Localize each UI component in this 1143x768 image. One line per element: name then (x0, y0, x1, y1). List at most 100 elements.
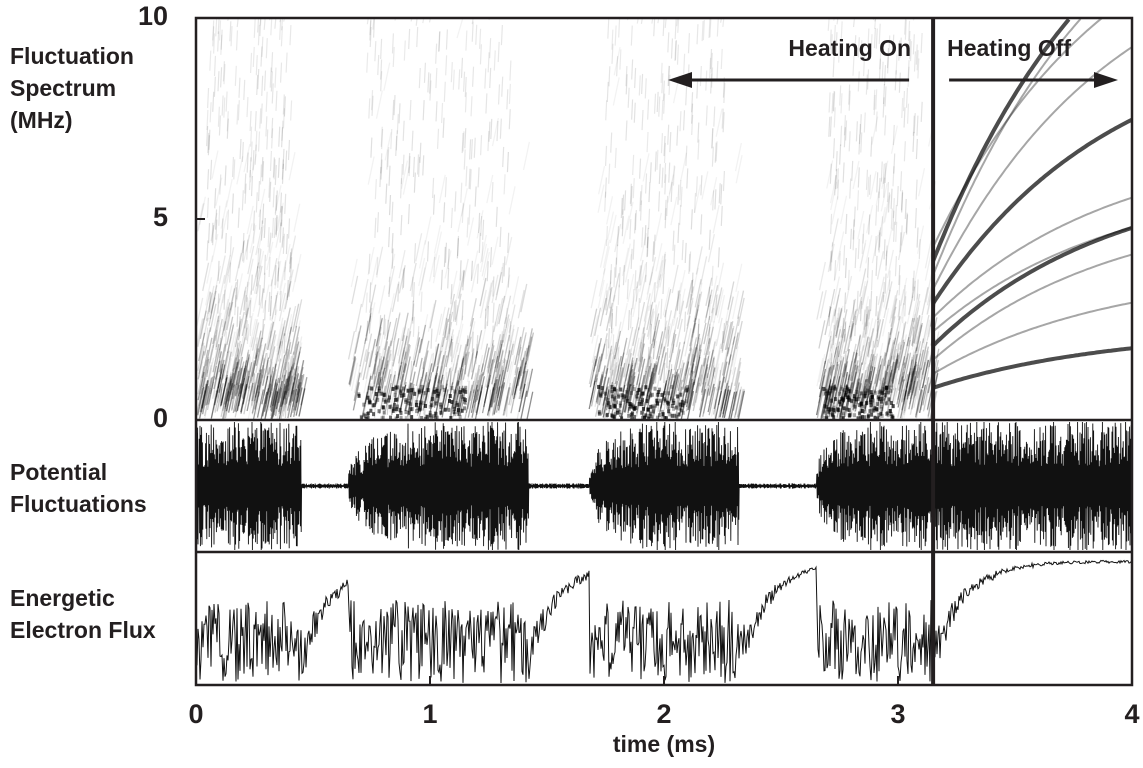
band (619, 388, 622, 392)
haze (688, 33, 689, 53)
band (858, 411, 861, 415)
haze (370, 282, 371, 302)
haze (609, 66, 610, 86)
haze (290, 25, 291, 45)
haze (207, 198, 208, 218)
haze (490, 38, 491, 58)
band (402, 393, 405, 397)
haze (916, 139, 917, 159)
haze (261, 103, 262, 123)
haze (478, 167, 479, 187)
haze (916, 180, 917, 200)
haze (870, 175, 871, 195)
band (617, 395, 620, 399)
haze (238, 208, 239, 228)
haze (717, 18, 718, 37)
band (857, 397, 860, 401)
haze (275, 165, 276, 185)
haze (262, 37, 263, 57)
haze (876, 206, 877, 226)
haze (258, 25, 259, 45)
streak (817, 387, 823, 415)
haze (829, 92, 830, 112)
haze (270, 68, 271, 88)
haze (844, 245, 845, 265)
haze (213, 92, 214, 112)
band (840, 387, 843, 391)
haze (899, 73, 900, 93)
band (625, 397, 628, 401)
band (612, 415, 615, 419)
band (444, 408, 447, 412)
streak (613, 77, 619, 105)
band (860, 391, 863, 395)
band (368, 386, 371, 390)
band (880, 407, 883, 411)
band (845, 391, 848, 395)
streak (738, 391, 744, 419)
haze (471, 139, 472, 159)
haze (845, 258, 846, 278)
haze (868, 177, 869, 197)
haze (218, 107, 219, 127)
haze (272, 52, 273, 72)
band (600, 394, 603, 398)
band (598, 412, 601, 416)
haze (282, 127, 283, 147)
haze (712, 266, 713, 286)
haze (269, 292, 270, 312)
haze (626, 120, 627, 140)
haze (719, 183, 720, 203)
band (366, 396, 369, 400)
haze (431, 329, 432, 349)
haze (680, 111, 681, 131)
haze (682, 240, 683, 260)
streak (368, 157, 374, 185)
y-tick-label: 10 (138, 1, 168, 31)
haze (668, 125, 669, 145)
haze (858, 167, 859, 187)
band (409, 395, 412, 399)
band (413, 392, 416, 396)
haze (399, 103, 400, 123)
band (672, 407, 675, 411)
haze (721, 184, 722, 204)
band (404, 410, 407, 414)
haze (868, 257, 869, 277)
haze (436, 44, 437, 64)
haze (493, 303, 494, 323)
band (408, 411, 411, 415)
haze (438, 129, 439, 149)
haze (872, 270, 873, 290)
streak (832, 219, 838, 247)
haze (291, 100, 292, 120)
band (870, 408, 873, 412)
haze (829, 117, 830, 137)
haze (633, 240, 634, 260)
haze (834, 107, 835, 127)
annotation: Heating Off (947, 35, 1071, 61)
band (651, 393, 654, 397)
band (863, 405, 866, 409)
haze (270, 151, 271, 171)
haze (275, 18, 276, 29)
x-axis-label: time (ms) (613, 731, 715, 757)
haze (504, 174, 505, 194)
haze (684, 110, 685, 130)
band (651, 404, 654, 408)
haze (841, 126, 842, 146)
band (427, 388, 430, 392)
streak (599, 166, 605, 194)
haze (914, 51, 915, 71)
haze (424, 63, 425, 83)
haze (225, 233, 226, 253)
streak (237, 156, 243, 184)
haze (281, 63, 282, 83)
haze (628, 88, 629, 108)
band (676, 394, 679, 398)
haze (501, 25, 502, 45)
haze (208, 88, 209, 108)
haze (239, 78, 240, 98)
streak (379, 285, 385, 313)
haze (256, 55, 257, 75)
